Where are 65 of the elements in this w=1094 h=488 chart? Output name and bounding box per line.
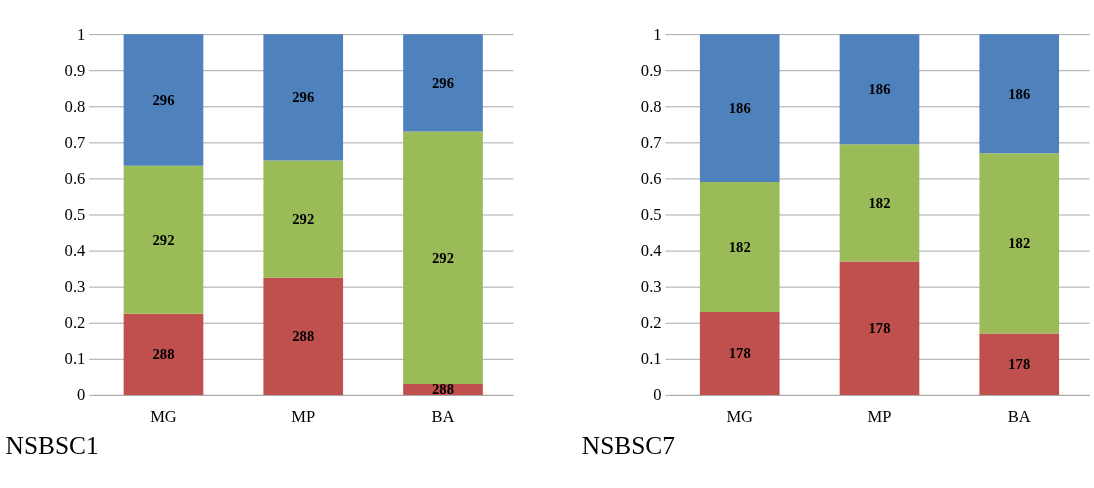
bar [123, 313, 204, 395]
text: NSBSC7 [581, 431, 675, 460]
bar [263, 34, 344, 161]
y-tick-label: 0.7 [640, 132, 662, 152]
bar [403, 131, 483, 385]
y-tick-label: 0.5 [64, 204, 86, 224]
bar [263, 277, 344, 395]
x-tick-label: MP [867, 406, 892, 426]
bar [839, 34, 920, 145]
y-tick-label: 1 [653, 24, 662, 44]
text: 292 [432, 249, 454, 266]
series-label: 186 [728, 99, 751, 116]
x-tick-label: MG [726, 406, 754, 426]
text: 186 [868, 81, 891, 98]
text: 182 [868, 194, 891, 211]
bar [699, 182, 780, 312]
bar [263, 160, 344, 278]
y-tick-label: 1 [77, 24, 86, 44]
text: 186 [1008, 85, 1031, 102]
text: 288 [152, 346, 175, 363]
bar [979, 34, 1060, 154]
text: 178 [868, 320, 891, 337]
text: 292 [152, 231, 175, 248]
y-tick-label: 0 [77, 385, 86, 405]
y-tick-label: 0.1 [64, 349, 86, 369]
y-tick-label: 0.9 [64, 60, 86, 80]
y-tick-label: 0.6 [64, 168, 86, 188]
y-tick-label: 0.6 [640, 168, 662, 188]
y-tick-label: 0.3 [64, 277, 86, 297]
text: 178 [728, 345, 751, 362]
bar [839, 261, 920, 395]
bar [123, 34, 204, 166]
text: 182 [1008, 235, 1031, 252]
y-tick-label: 0 [653, 385, 662, 405]
series-label: 178 [1008, 356, 1031, 373]
text: 288 [292, 328, 315, 345]
series-label: 296 [292, 89, 315, 106]
x-tick-label: BA [1007, 406, 1031, 426]
y-tick-label: 0.1 [640, 349, 662, 369]
bar [979, 333, 1060, 395]
bar [123, 165, 204, 314]
bar [839, 144, 920, 262]
x-tick-label: MP [291, 406, 316, 426]
x-tick-label: BA [431, 406, 455, 426]
y-tick-label: 0.2 [64, 313, 86, 333]
bar [699, 311, 780, 395]
series-label: 288 [432, 381, 454, 398]
bar [979, 153, 1060, 334]
text: 296 [152, 91, 175, 108]
y-tick-label: 0.2 [640, 313, 662, 333]
bar [699, 34, 780, 183]
y-tick-label: 0.4 [640, 240, 663, 260]
y-tick-label: 0.4 [64, 240, 87, 260]
y-tick-label: 0.7 [64, 132, 86, 152]
bar [403, 34, 483, 132]
series-label: 292 [292, 210, 315, 227]
y-tick-label: 0.9 [640, 60, 662, 80]
y-tick-label: 0.8 [640, 96, 662, 116]
series-label: 182 [728, 238, 751, 255]
text: NSBSC1 [5, 431, 99, 460]
x-tick-label: MG [150, 406, 177, 426]
y-tick-label: 0.5 [640, 204, 662, 224]
text: 296 [432, 74, 454, 91]
y-tick-label: 0.3 [640, 277, 662, 297]
y-tick-label: 0.8 [64, 96, 86, 116]
